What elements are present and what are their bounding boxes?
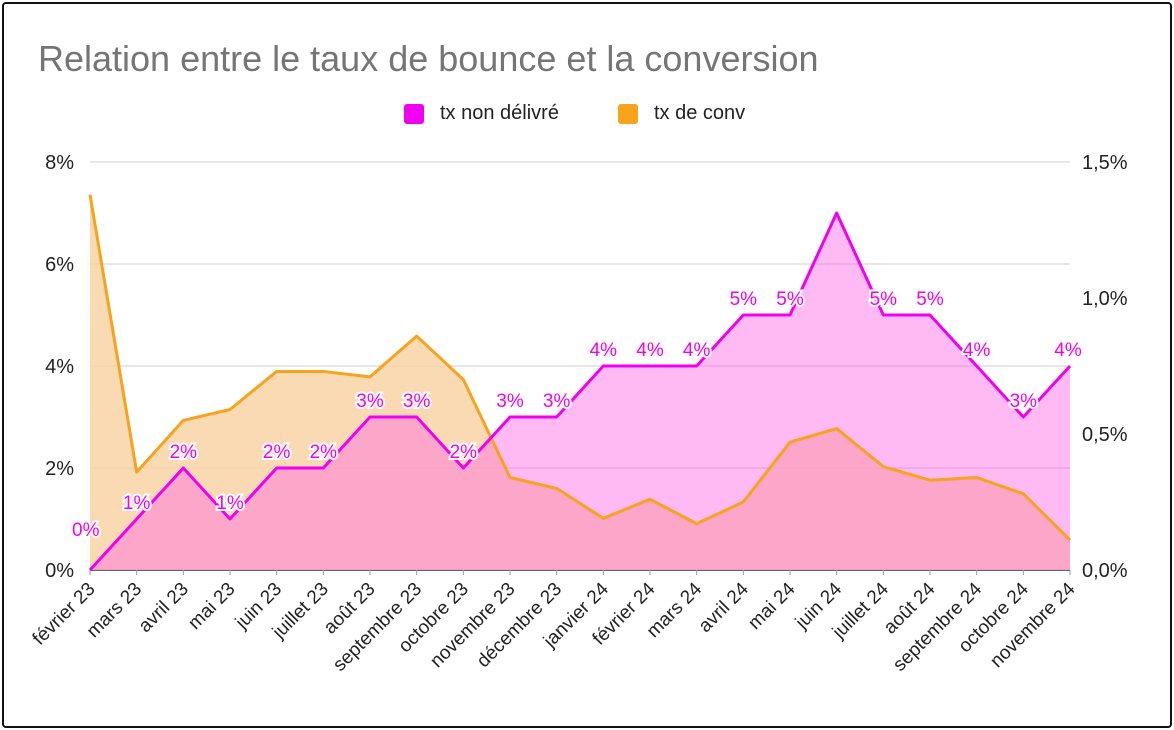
data-label-bounce: 4% [683, 340, 711, 361]
data-point-conversion [741, 500, 745, 504]
data-point-bounce [695, 364, 699, 368]
data-point-bounce [135, 517, 139, 521]
chart-legend: tx non délivré tx de conv [4, 102, 1170, 132]
data-label-bounce: 2% [310, 442, 338, 463]
data-point-conversion [928, 478, 932, 482]
data-point-bounce [975, 364, 979, 368]
data-label-bounce: 5% [730, 289, 758, 310]
data-point-bounce [508, 415, 512, 419]
y-tick-left: 8% [45, 152, 74, 174]
data-label-bounce: 0% [72, 520, 100, 541]
data-label-bounce: 2% [450, 442, 478, 463]
data-point-bounce [461, 466, 465, 470]
data-point-bounce [555, 415, 559, 419]
data-label-bounce: 3% [403, 391, 431, 412]
data-point-bounce [1068, 364, 1072, 368]
data-point-conversion [648, 497, 652, 501]
y-tick-left: 6% [45, 254, 74, 276]
data-point-bounce [928, 313, 932, 317]
data-point-conversion [415, 334, 419, 338]
x-tick-label: mai 23 [184, 579, 239, 634]
data-label-bounce: 1% [216, 493, 244, 514]
data-point-bounce [648, 364, 652, 368]
data-label-bounce: 4% [636, 340, 664, 361]
data-point-bounce [181, 466, 185, 470]
data-label-bounce: 3% [356, 391, 384, 412]
legend-swatch-conversion [618, 103, 638, 124]
x-tick-label: février 23 [29, 579, 100, 650]
data-point-conversion [835, 427, 839, 431]
series-line-bounce [88, 211, 1072, 572]
legend-label-bounce: tx non délivré [440, 102, 559, 124]
data-label-bounce: 5% [776, 289, 804, 310]
data-label-bounce: 4% [590, 340, 618, 361]
data-point-bounce [321, 466, 325, 470]
y-tick-right: 1,0% [1082, 288, 1128, 310]
chart-svg: 0% 1% 2% 1% 2% 2% 3% 3% 2% 3% 3% 4% 4% 4% 5% 5% 5% 5% 4% 3%… [29, 152, 1128, 676]
data-point-bounce [275, 466, 279, 470]
data-point-bounce [741, 313, 745, 317]
data-point-conversion [881, 465, 885, 469]
data-point-conversion [181, 418, 185, 422]
data-label-bounce: 4% [963, 340, 991, 361]
data-label-bounce: 3% [1010, 391, 1038, 412]
y-tick-right: 0,0% [1082, 560, 1128, 582]
data-label-bounce: 3% [496, 391, 524, 412]
data-point-bounce [88, 568, 92, 572]
chart-title: Relation entre le taux de bounce et la c… [38, 38, 819, 79]
data-point-bounce [368, 415, 372, 419]
data-point-conversion [555, 486, 559, 490]
data-point-bounce [415, 415, 419, 419]
data-point-conversion [88, 193, 92, 197]
data-label-bounce: 1% [123, 493, 151, 514]
data-point-bounce [881, 313, 885, 317]
data-label-bounce: 3% [543, 391, 571, 412]
series-line-conversion [88, 194, 1072, 542]
data-point-bounce [1021, 415, 1025, 419]
data-point-conversion [975, 476, 979, 480]
data-point-conversion [228, 408, 232, 412]
data-point-bounce [601, 364, 605, 368]
legend-label-conversion: tx de conv [654, 102, 746, 124]
data-point-bounce [228, 517, 232, 521]
series-area-conversion [90, 194, 1070, 570]
data-point-conversion [788, 440, 792, 444]
data-label-bounce: 2% [170, 442, 198, 463]
data-point-bounce [788, 313, 792, 317]
legend-item-bounce: tx non délivré [404, 102, 559, 125]
y-tick-left: 0% [45, 560, 74, 582]
x-tick-label: mai 24 [744, 578, 799, 633]
data-point-conversion [321, 369, 325, 373]
data-point-conversion [1068, 538, 1072, 542]
y-tick-right: 0,5% [1082, 424, 1128, 446]
data-label-bounce: 5% [870, 289, 898, 310]
data-label-bounce: 4% [1054, 340, 1082, 361]
x-tick-label: avril 23 [135, 579, 193, 637]
legend-item-conversion: tx de conv [618, 102, 745, 125]
y-tick-left: 4% [45, 356, 74, 378]
y-tick-left: 2% [45, 458, 74, 480]
data-point-conversion [601, 516, 605, 520]
data-point-conversion [695, 522, 699, 526]
data-label-bounce: 5% [916, 289, 944, 310]
data-point-conversion [275, 369, 279, 373]
data-point-conversion [368, 375, 372, 379]
x-tick-label: avril 24 [695, 578, 753, 636]
data-point-bounce [835, 211, 839, 215]
y-tick-right: 1,5% [1082, 152, 1128, 174]
data-point-conversion [135, 470, 139, 474]
data-point-conversion [1021, 492, 1025, 496]
legend-swatch-bounce [404, 103, 424, 124]
data-label-bounce: 2% [263, 442, 291, 463]
data-point-conversion [508, 476, 512, 480]
data-point-conversion [461, 378, 465, 382]
